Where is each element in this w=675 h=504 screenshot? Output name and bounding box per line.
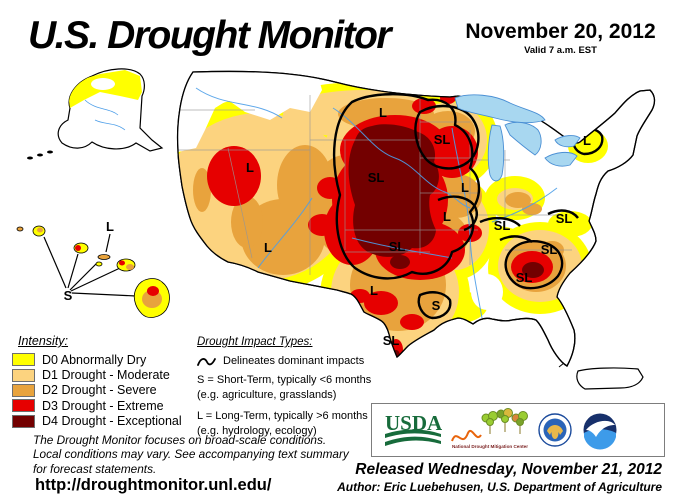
- impact-boundaries: [332, 93, 604, 320]
- impact-marker-wisconsin: L: [461, 180, 469, 195]
- impact-marker-minnesota: SL: [434, 132, 451, 147]
- intensity-legend: Intensity: D0 Abnormally Dry D1 Drought -…: [10, 334, 196, 429]
- ndmc-label: National Drought Mitigation Center: [452, 444, 528, 449]
- delineation-squiggle-icon: [197, 357, 216, 366]
- impact-marker-hawaii-long: L: [106, 219, 114, 234]
- conus-region: [176, 70, 656, 367]
- legend-swatch-d0: [12, 353, 35, 367]
- impact-marker-nevada: L: [246, 160, 254, 175]
- short-term-example: (e.g. agriculture, grasslands): [197, 388, 337, 401]
- legend-label-d2: D2 Drought - Severe: [42, 383, 157, 398]
- legend-label-d4: D4 Drought - Exceptional: [42, 414, 182, 429]
- drought-monitor-url[interactable]: http://droughtmonitor.unl.edu/: [35, 476, 272, 494]
- long-term-line: L = Long-Term, typically >6 months: [197, 410, 368, 423]
- impact-marker-tennessee: SL: [494, 218, 511, 233]
- impact-marker-south-texas: SL: [383, 333, 400, 348]
- noaa-logo-icon: [583, 413, 617, 450]
- date-block: November 20, 2012 Valid 7 a.m. EST: [448, 20, 673, 56]
- puerto-rico-inset: [558, 362, 644, 390]
- disclaimer-note: The Drought Monitor focuses on broad-sca…: [33, 433, 363, 476]
- agency-logos: USDA National Drought Mitigation Center: [385, 408, 617, 450]
- legend-item-d3: D3 Drought - Extreme: [10, 398, 196, 413]
- alaska-inset: [27, 68, 164, 160]
- impact-marker-hawaii: S: [64, 288, 73, 303]
- short-term-line: S = Short-Term, typically <6 months: [197, 373, 372, 386]
- commerce-seal-icon: [538, 413, 572, 447]
- impact-marker-central-texas: L: [370, 283, 378, 298]
- usda-logo: USDA: [385, 411, 443, 446]
- legend-heading: Intensity:: [18, 334, 69, 348]
- impact-marker-georgia-alabama: SL: [516, 270, 533, 285]
- legend-item-d2: D2 Drought - Severe: [10, 383, 196, 398]
- legend-swatch-d3: [12, 399, 35, 413]
- ndmc-logo: National Drought Mitigation Center: [451, 408, 528, 449]
- disclaimer-line-3: for forecast statements.: [33, 461, 157, 476]
- legend-swatch-d2: [12, 383, 35, 397]
- impact-marker-virginia: SL: [556, 211, 573, 226]
- impact-marker-new-york: L: [583, 133, 591, 148]
- impact-marker-oklahoma: SL: [389, 239, 406, 254]
- author-line: Author: Eric Luebehusen, U.S. Department…: [337, 480, 662, 494]
- impact-marker-nebraska: SL: [368, 170, 385, 185]
- impact-types-block: Drought Impact Types: Delineates dominan…: [197, 336, 375, 446]
- legend-label-d3: D3 Drought - Extreme: [42, 398, 164, 413]
- legend-label-d0: D0 Abnormally Dry: [42, 352, 147, 367]
- impact-marker-north-dakota: L: [379, 105, 387, 120]
- legend-swatch-d1: [12, 368, 35, 382]
- released-line: Released Wednesday, November 21, 2012: [355, 461, 662, 478]
- impact-marker-carolinas: SL: [541, 242, 558, 257]
- great-lakes: [454, 94, 581, 182]
- valid-time: Valid 7 a.m. EST: [524, 45, 597, 56]
- release-block: Released Wednesday, November 21, 2012 Au…: [337, 461, 662, 494]
- impact-types-heading: Drought Impact Types:: [197, 336, 313, 348]
- disclaimer-line-2: Local conditions may vary. See accompany…: [33, 447, 349, 462]
- legend-rows: D0 Abnormally Dry D1 Drought - Moderate D2…: [10, 352, 196, 429]
- d4-areas: [348, 124, 544, 362]
- impact-marker-illinois: L: [443, 209, 451, 224]
- legend-swatch-d4: [12, 414, 35, 428]
- impact-marker-gulf-coast: S: [432, 298, 441, 313]
- legend-item-d1: D1 Drought - Moderate: [10, 367, 196, 382]
- disclaimer-line-1: The Drought Monitor focuses on broad-sca…: [33, 433, 327, 447]
- delineates-label: Delineates dominant impacts: [223, 355, 365, 368]
- legend-label-d1: D1 Drought - Moderate: [42, 368, 170, 383]
- agency-logos-box: USDA National Drought Mitigation Center: [371, 403, 665, 457]
- page-title: U.S. Drought Monitor: [28, 14, 392, 57]
- hawaii-inset: [16, 225, 170, 318]
- impact-marker-arizona: L: [264, 240, 272, 255]
- legend-item-d4: D4 Drought - Exceptional: [10, 414, 196, 429]
- map-date: November 20, 2012: [465, 20, 656, 43]
- legend-item-d0: D0 Abnormally Dry: [10, 352, 196, 367]
- long-term-example: (e.g. hydrology, ecology): [197, 424, 317, 437]
